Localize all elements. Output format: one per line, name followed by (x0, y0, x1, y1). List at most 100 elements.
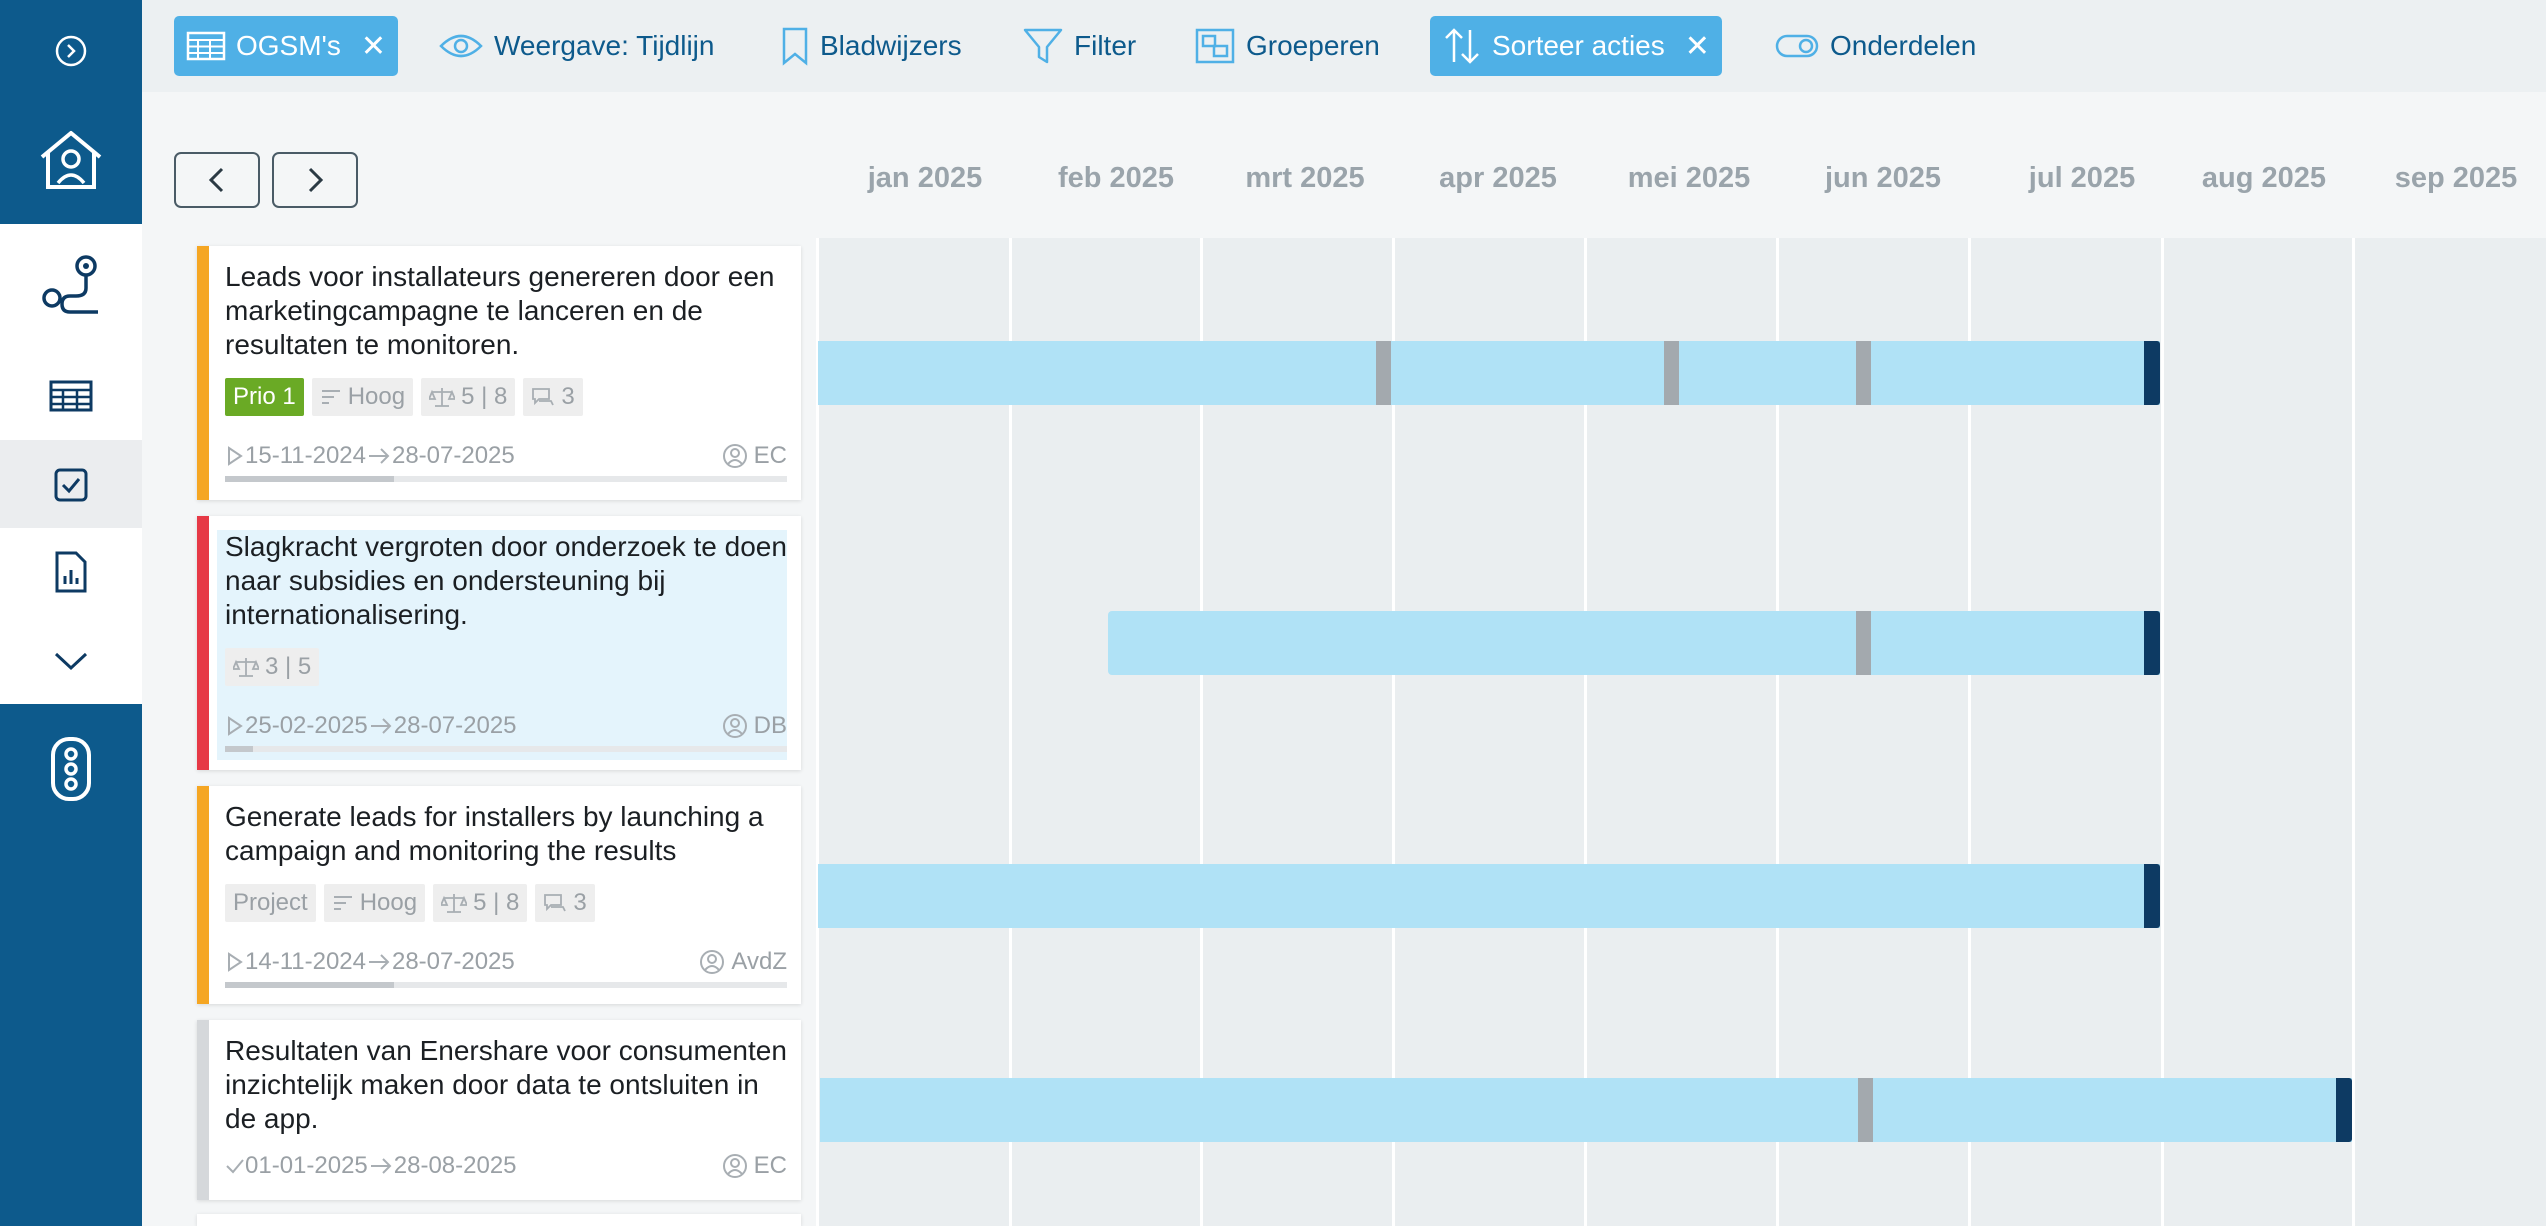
start-date: 15-11-2024 (245, 442, 366, 469)
month-label: jul 2025 (2028, 162, 2136, 194)
parts-label: Onderdelen (1830, 30, 1977, 61)
milestone-marker[interactable] (1376, 341, 1391, 405)
status-stripe (197, 246, 209, 500)
milestone-marker[interactable] (1858, 1078, 1873, 1142)
sort-chip[interactable]: Sorteer acties ✕ (1430, 16, 1722, 76)
gantt-bar[interactable] (818, 864, 2160, 928)
status-stripe (197, 1020, 209, 1200)
expand-sidebar-icon[interactable] (48, 28, 94, 74)
gantt-bar[interactable] (820, 1078, 2352, 1142)
app-sidebar (0, 0, 142, 1226)
scale-icon (441, 894, 468, 913)
group-button[interactable]: Groeperen (1194, 16, 1380, 76)
table-icon[interactable] (46, 376, 96, 416)
status-stripe (197, 516, 209, 770)
eye-icon (439, 34, 483, 58)
parts-toggle[interactable]: Onderdelen (1774, 16, 1976, 76)
previous-period-button[interactable] (174, 152, 260, 208)
milestone-marker[interactable] (1664, 341, 1679, 405)
end-date-marker[interactable] (2144, 864, 2160, 928)
user-icon (700, 950, 725, 974)
end-date: 28-08-2025 (393, 1152, 517, 1179)
importance-tag: Hoog (311, 378, 414, 416)
next-period-button[interactable] (272, 152, 358, 208)
traffic-light-icon[interactable] (46, 734, 96, 804)
home-icon[interactable] (30, 120, 112, 200)
scale-icon (233, 658, 259, 677)
end-date: 28-07-2025 (391, 442, 515, 469)
owner: DB (722, 712, 787, 740)
tag-row: Prio 1 Hoog 5 | 8 3 (225, 378, 583, 416)
chevron-left-icon (208, 167, 224, 193)
action-card[interactable]: Leads voor installateurs genereren door … (197, 246, 801, 500)
filter-label: Filter (1074, 30, 1137, 61)
action-title: Leads voor installateurs genereren door … (225, 261, 775, 360)
action-card[interactable]: Generate leads for installers by launchi… (197, 786, 801, 1004)
priority-lines-icon (321, 390, 340, 404)
owner: EC (722, 1152, 787, 1180)
comments-tag: 3 (535, 884, 595, 922)
month-label: aug 2025 (2201, 162, 2327, 194)
action-card[interactable] (197, 1214, 801, 1226)
group-label: Groeperen (1246, 30, 1380, 61)
arrow-right-icon (368, 448, 390, 464)
owner: EC (722, 442, 787, 470)
arrow-right-icon (370, 1158, 392, 1174)
view-chip-label: OGSM's (236, 30, 341, 61)
toggle-icon (1775, 34, 1819, 58)
month-label: jan 2025 (867, 162, 983, 194)
milestone-marker[interactable] (1856, 341, 1871, 405)
date-range: 15-11-2024 28-07-2025 (225, 442, 515, 470)
sort-arrows-icon (1445, 28, 1479, 64)
action-title: Slagkracht vergroten door onderzoek te d… (225, 531, 787, 630)
play-icon (228, 716, 243, 736)
end-date-marker[interactable] (2336, 1078, 2352, 1142)
month-label: mei 2025 (1627, 162, 1751, 194)
report-icon[interactable] (50, 548, 92, 596)
filter-button[interactable]: Filter (1022, 16, 1136, 76)
view-mode-button[interactable]: Weergave: Tijdlijn (438, 16, 714, 76)
gantt-bar[interactable] (818, 341, 2160, 405)
tag-row: 3 | 5 (225, 648, 320, 686)
start-date: 14-11-2024 (245, 948, 366, 975)
roadmap-icon[interactable] (34, 252, 108, 322)
action-card[interactable]: Resultaten van Enershare voor consumente… (197, 1020, 801, 1200)
importance-tag: Hoog (323, 884, 426, 922)
bookmarks-button[interactable]: Bladwijzers (780, 16, 962, 76)
actions-checkbox-icon[interactable] (48, 462, 94, 508)
close-icon[interactable]: ✕ (360, 29, 387, 63)
progress-bar (225, 982, 787, 988)
scale-icon (429, 388, 456, 407)
user-icon (722, 1154, 747, 1178)
end-date: 28-07-2025 (393, 712, 517, 739)
chevron-down-icon[interactable] (50, 646, 92, 676)
sort-chip-label: Sorteer acties (1492, 30, 1665, 61)
month-label: sep 2025 (2394, 162, 2518, 194)
sidebar-active-highlight (0, 440, 142, 528)
user-icon (722, 714, 747, 738)
priority-lines-icon (333, 896, 352, 910)
end-date-marker[interactable] (2144, 341, 2160, 405)
progress-bar (225, 476, 787, 482)
gantt-bar[interactable] (1108, 611, 2160, 675)
start-date: 25-02-2025 (245, 712, 368, 739)
chevron-right-icon (308, 167, 324, 193)
end-date-marker[interactable] (2144, 611, 2160, 675)
play-icon (228, 446, 243, 466)
check-icon (226, 1159, 244, 1174)
owner: AvdZ (699, 948, 787, 976)
bookmarks-label: Bladwijzers (820, 30, 962, 61)
toolbar (142, 0, 2546, 92)
milestone-marker[interactable] (1856, 611, 1871, 675)
end-date: 28-07-2025 (391, 948, 515, 975)
action-card[interactable]: Slagkracht vergroten door onderzoek te d… (197, 516, 801, 770)
arrow-right-icon (370, 718, 392, 734)
comments-icon (544, 894, 567, 912)
close-icon[interactable]: ✕ (1684, 29, 1710, 63)
month-label: apr 2025 (1439, 162, 1557, 194)
view-chip-ogsm[interactable]: OGSM's ✕ (174, 16, 399, 76)
progress-bar (225, 746, 787, 752)
bookmark-icon (782, 27, 808, 66)
card-highlight (217, 530, 787, 760)
group-icon (1195, 28, 1235, 64)
